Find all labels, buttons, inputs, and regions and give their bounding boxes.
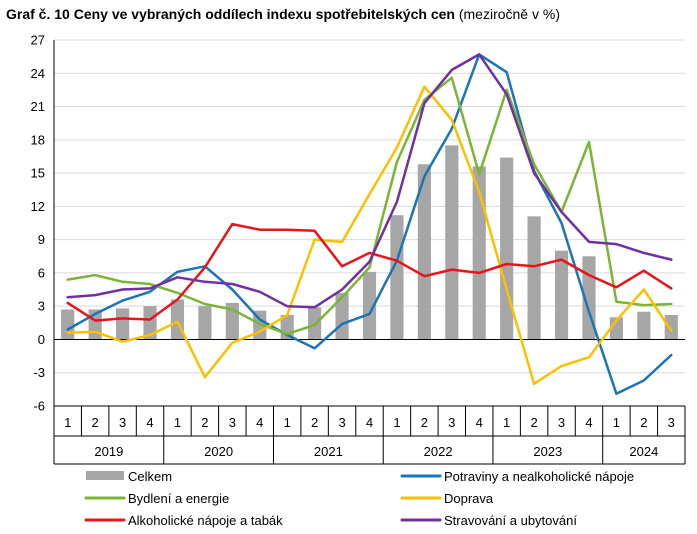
bar-celkem xyxy=(390,215,404,340)
chart-subtitle: (meziročně v %) xyxy=(458,6,560,22)
bar-celkem xyxy=(500,157,514,340)
y-tick-label: 21 xyxy=(31,99,45,114)
y-tick-label: 6 xyxy=(38,265,45,280)
y-tick-label: -6 xyxy=(33,399,45,414)
series-line xyxy=(66,53,673,309)
x-tick-label-quarter: 3 xyxy=(668,415,675,430)
x-tick-label-quarter: 2 xyxy=(92,415,99,430)
bar-celkem xyxy=(527,216,541,340)
x-tick-label-quarter: 4 xyxy=(366,415,373,430)
y-tick-label: 3 xyxy=(38,299,45,314)
series-line xyxy=(66,53,673,396)
y-tick-label: 24 xyxy=(31,66,45,81)
x-tick-label-quarter: 1 xyxy=(284,415,291,430)
bar-celkem xyxy=(417,164,431,340)
x-tick-label-quarter: 2 xyxy=(421,415,428,430)
chart-title: Graf č. 10 Ceny ve vybraných oddílech in… xyxy=(6,6,560,22)
legend-label: Bydlení a energie xyxy=(128,491,229,506)
x-tick-label-quarter: 1 xyxy=(393,415,400,430)
x-tick-label-quarter: 1 xyxy=(503,415,510,430)
legend-label: Alkoholické nápoje a tabák xyxy=(128,513,283,528)
x-tick-label-quarter: 3 xyxy=(119,415,126,430)
x-tick-label-quarter: 2 xyxy=(311,415,318,430)
x-tick-label-year: 2019 xyxy=(94,444,123,459)
bar-celkem xyxy=(61,309,75,340)
y-tick-label: 27 xyxy=(31,33,45,48)
x-tick-label-quarter: 4 xyxy=(585,415,592,430)
bar-celkem xyxy=(554,250,569,340)
y-tick-label: -3 xyxy=(33,365,45,380)
bar-celkem xyxy=(637,311,651,340)
bar-celkem xyxy=(664,315,678,340)
legend-swatch-bar xyxy=(86,471,124,480)
bar-celkem xyxy=(445,145,459,340)
x-tick-label-quarter: 4 xyxy=(146,415,153,430)
x-tick-label-quarter: 2 xyxy=(640,415,647,430)
series-line xyxy=(66,85,673,386)
bar-celkem xyxy=(143,306,157,340)
x-tick-label-quarter: 3 xyxy=(338,415,345,430)
x-tick-label-year: 2024 xyxy=(629,444,658,459)
legend-label: Celkem xyxy=(128,469,172,484)
x-tick-label-quarter: 4 xyxy=(476,415,483,430)
bar-celkem xyxy=(335,292,349,340)
chart-title-main: Graf č. 10 Ceny ve vybraných oddílech in… xyxy=(6,6,455,22)
bar-celkem xyxy=(609,317,623,340)
x-tick-label-quarter: 1 xyxy=(613,415,620,430)
y-tick-label: 0 xyxy=(38,332,45,347)
x-tick-label-year: 2021 xyxy=(314,444,343,459)
series-line xyxy=(66,222,673,322)
bar-celkem xyxy=(362,271,377,340)
x-tick-label-quarter: 4 xyxy=(256,415,263,430)
y-tick-label: 12 xyxy=(31,199,45,214)
bar-celkem xyxy=(472,166,486,340)
x-tick-label-year: 2023 xyxy=(533,444,562,459)
x-tick-label-quarter: 2 xyxy=(201,415,208,430)
y-tick-label: 15 xyxy=(31,166,45,181)
legend-label: Stravování a ubytování xyxy=(444,513,577,528)
x-tick-label-year: 2022 xyxy=(424,444,453,459)
bar-celkem xyxy=(116,308,130,340)
x-tick-label-quarter: 3 xyxy=(229,415,236,430)
x-tick-label-year: 2020 xyxy=(204,444,233,459)
x-tick-label-quarter: 2 xyxy=(530,415,537,430)
y-tick-label: 9 xyxy=(38,232,45,247)
bar-celkem xyxy=(198,306,212,340)
x-tick-label-quarter: 1 xyxy=(64,415,71,430)
x-tick-label-quarter: 3 xyxy=(448,415,455,430)
x-tick-label-quarter: 3 xyxy=(558,415,565,430)
y-tick-label: 18 xyxy=(31,132,45,147)
legend-label: Potraviny a nealkoholické nápoje xyxy=(444,469,634,484)
x-tick-label-quarter: 1 xyxy=(174,415,181,430)
series-line xyxy=(66,76,673,336)
legend-label: Doprava xyxy=(444,491,494,506)
